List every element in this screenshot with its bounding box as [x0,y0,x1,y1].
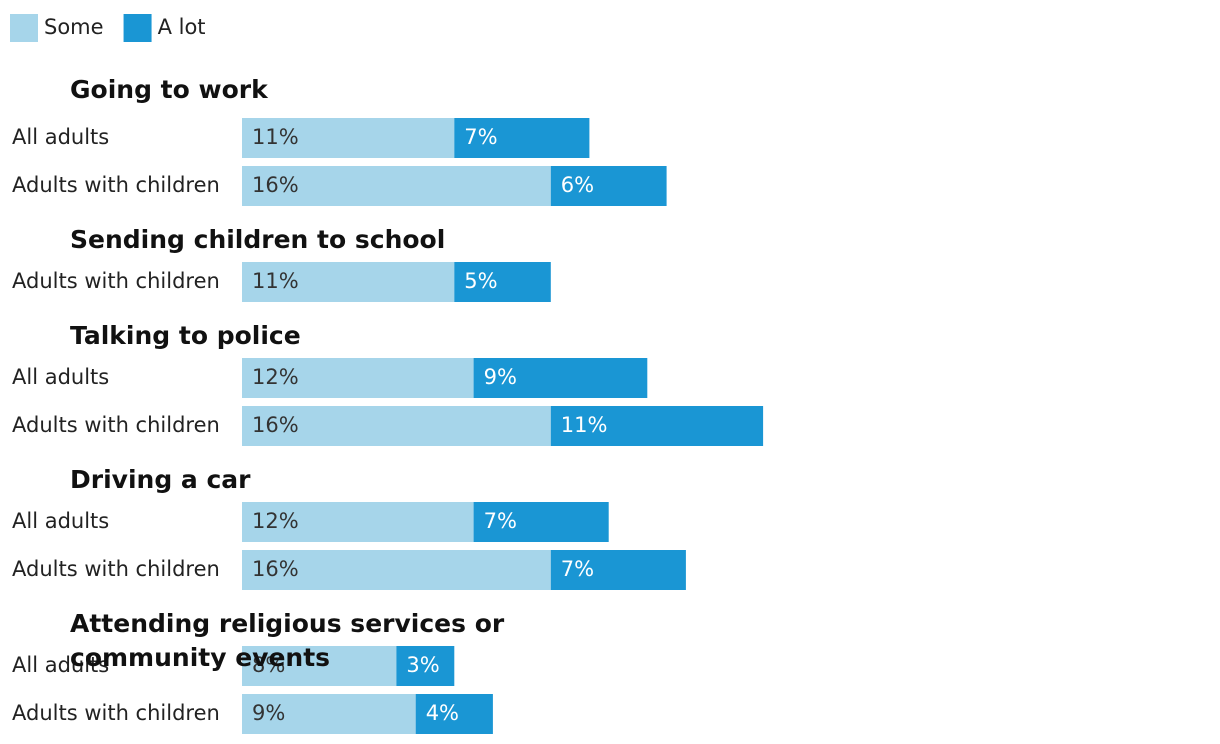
value-label: 4% [426,701,459,725]
group-title: Sending children to school [70,225,446,254]
bar-segment [242,358,474,398]
row-label: All adults [12,365,109,389]
bar-segment [550,406,764,446]
bar-segment [550,550,686,590]
row-label: All adults [12,509,109,533]
value-label: 11% [252,269,299,293]
value-label: 9% [484,365,517,389]
value-label: 7% [561,557,594,581]
value-label: 8% [252,653,285,677]
value-label: 12% [252,509,299,533]
bar-segment [473,358,648,398]
value-label: 16% [252,557,299,581]
bar-segment [242,406,551,446]
row-label: Adults with children [12,557,220,581]
value-label: 7% [484,509,517,533]
row-label: Adults with children [12,413,220,437]
value-label: 7% [464,125,497,149]
group-title: Attending religious services or communit… [70,609,505,672]
bar-segment [242,166,551,206]
value-label: 16% [252,173,299,197]
value-label: 11% [252,125,299,149]
bar-segment [242,646,397,686]
value-label: 5% [464,269,497,293]
row-label: All adults [12,653,109,677]
legend-swatch [123,14,152,42]
bar-segment [242,118,455,158]
value-label: 12% [252,365,299,389]
value-label: 9% [252,701,285,725]
bar-segment [454,118,590,158]
legend-label: A lot [158,15,206,39]
value-label: 6% [561,173,594,197]
bar-segment [454,262,551,302]
bar-segment [415,694,493,734]
bar-segment [473,502,609,542]
bar-segment [242,550,551,590]
bar-segment [396,646,455,686]
bar-segment [550,166,667,206]
group-title: Talking to police [70,321,301,350]
row-label: Adults with children [12,269,220,293]
row-label: All adults [12,125,109,149]
group-title: Driving a car [70,465,251,494]
legend-swatch [10,14,38,42]
bar-segment [242,262,455,302]
row-label: Adults with children [12,701,220,725]
value-label: 11% [561,413,608,437]
value-label: 16% [252,413,299,437]
bar-segment [242,502,474,542]
legend-label: Some [44,15,104,39]
group-title: Going to work [70,75,268,104]
bar-segment [242,694,416,734]
value-label: 3% [406,653,439,677]
row-label: Adults with children [12,173,220,197]
